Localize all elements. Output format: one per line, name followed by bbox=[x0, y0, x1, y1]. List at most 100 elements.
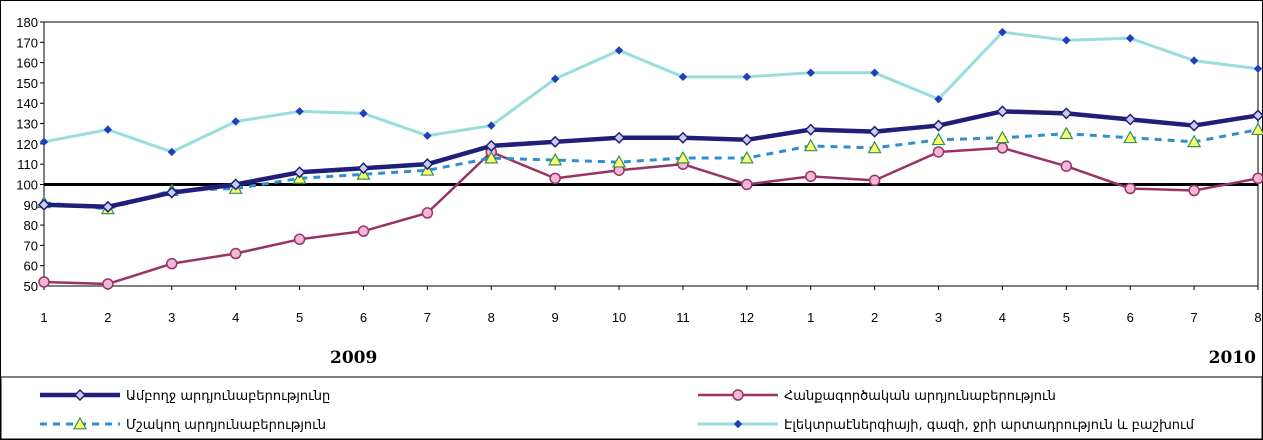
data-point bbox=[932, 119, 945, 132]
data-point bbox=[549, 172, 561, 185]
data-point bbox=[165, 186, 178, 199]
data-point bbox=[1126, 34, 1135, 43]
data-point bbox=[548, 152, 563, 166]
data-point bbox=[804, 123, 817, 136]
data-point bbox=[229, 247, 242, 260]
year-label-2009: 2009 bbox=[330, 348, 377, 368]
legend-entry: Մշակող արդյունաբերություն bbox=[40, 416, 326, 433]
data-point bbox=[804, 170, 817, 183]
data-point bbox=[357, 225, 370, 237]
y-tick-label: 170 bbox=[16, 35, 38, 50]
data-point bbox=[103, 125, 113, 134]
data-point bbox=[998, 27, 1007, 37]
data-point bbox=[870, 68, 879, 77]
data-point bbox=[101, 200, 114, 213]
x-tick-label: 8 bbox=[488, 310, 495, 325]
legend-marker bbox=[732, 389, 744, 401]
y-tick-label: 110 bbox=[17, 157, 38, 172]
data-point bbox=[678, 72, 688, 82]
data-point bbox=[1124, 113, 1137, 126]
x-tick-label: 10 bbox=[612, 310, 626, 325]
data-point bbox=[166, 257, 178, 270]
x-tick-label: 5 bbox=[1063, 310, 1070, 325]
data-point bbox=[421, 207, 434, 219]
data-point bbox=[1251, 109, 1263, 122]
x-tick-label: 2 bbox=[104, 310, 111, 325]
data-point bbox=[423, 131, 432, 140]
data-point bbox=[1250, 122, 1263, 136]
data-point bbox=[996, 142, 1009, 154]
data-point bbox=[803, 138, 818, 152]
legend-label: Մշակող արդյունաբերություն bbox=[126, 418, 326, 433]
series-2 bbox=[38, 142, 1263, 290]
data-point bbox=[995, 130, 1010, 144]
data-point bbox=[1060, 107, 1073, 120]
data-point bbox=[293, 166, 306, 179]
legend-marker bbox=[733, 419, 743, 429]
data-point bbox=[806, 68, 815, 77]
legend-marker bbox=[73, 388, 87, 402]
data-point bbox=[1059, 126, 1074, 140]
x-tick-label: 3 bbox=[935, 310, 942, 325]
x-tick-label: 1 bbox=[40, 310, 47, 325]
legend-entry: Ամբողջ արդյունաբերությունը bbox=[40, 388, 330, 404]
x-tick-label: 4 bbox=[232, 310, 239, 325]
y-tick-label: 90 bbox=[24, 198, 38, 213]
data-point bbox=[359, 109, 368, 118]
data-point bbox=[550, 74, 560, 84]
data-point bbox=[293, 233, 306, 246]
y-tick-label: 140 bbox=[16, 96, 38, 111]
data-point bbox=[612, 154, 627, 168]
data-point bbox=[1253, 64, 1263, 73]
series-line bbox=[43, 146, 1259, 286]
x-tick-label: 5 bbox=[296, 310, 303, 325]
data-point bbox=[739, 150, 754, 164]
plot-area bbox=[43, 21, 1259, 287]
y-tick-label: 180 bbox=[16, 15, 38, 30]
data-point bbox=[295, 107, 304, 116]
x-axis: 1 2 3 4 5 6 7 8 9 10 11 12 1 2 3 4 5 6 7 8 bbox=[40, 286, 1262, 325]
data-point bbox=[934, 94, 943, 104]
y-tick-label: 160 bbox=[16, 56, 38, 71]
data-point bbox=[740, 133, 753, 146]
series-layer bbox=[36, 27, 1263, 290]
data-point bbox=[1187, 134, 1202, 148]
y-tick-label: 130 bbox=[16, 117, 38, 132]
data-point bbox=[742, 72, 752, 82]
data-point bbox=[741, 178, 753, 191]
data-point bbox=[231, 117, 240, 126]
legend-label: Հանքագործական արդյունաբերություն bbox=[784, 389, 1056, 404]
legend-marker bbox=[72, 416, 88, 430]
year-label-2010: 2010 bbox=[1209, 348, 1256, 368]
x-tick-label: 12 bbox=[740, 310, 754, 325]
data-point bbox=[931, 132, 946, 146]
y-tick-label: 60 bbox=[24, 259, 38, 274]
series-3 bbox=[36, 122, 1263, 215]
x-tick-label: 9 bbox=[552, 310, 559, 325]
x-tick-label: 6 bbox=[360, 310, 367, 325]
y-tick-label: 120 bbox=[16, 137, 38, 152]
data-point bbox=[421, 158, 434, 171]
data-point bbox=[1188, 119, 1201, 132]
legend-box bbox=[0, 376, 1263, 440]
y-tick-label: 150 bbox=[16, 76, 38, 91]
legend-entry: Էլեկտրաէներգիայի, գազի, ջրի արտադրությու… bbox=[698, 418, 1195, 433]
x-tick-label: 8 bbox=[1254, 310, 1261, 325]
x-tick-label: 11 bbox=[676, 310, 690, 325]
data-point bbox=[549, 135, 562, 148]
legend: Ամբողջ արդյունաբերությունը Հանքագործական … bbox=[40, 388, 1195, 433]
data-point bbox=[38, 276, 50, 288]
data-point bbox=[102, 278, 114, 290]
legend-label: Ամբողջ արդյունաբերությունը bbox=[126, 389, 330, 404]
x-tick-label: 7 bbox=[1190, 310, 1197, 325]
series-4 bbox=[39, 27, 1263, 157]
data-point bbox=[1188, 184, 1200, 197]
data-point bbox=[487, 121, 496, 130]
data-point bbox=[612, 131, 626, 144]
data-point bbox=[1252, 172, 1263, 185]
data-point bbox=[1123, 130, 1138, 144]
series-line bbox=[43, 109, 1259, 210]
series-line bbox=[43, 128, 1259, 211]
data-point bbox=[932, 146, 945, 158]
